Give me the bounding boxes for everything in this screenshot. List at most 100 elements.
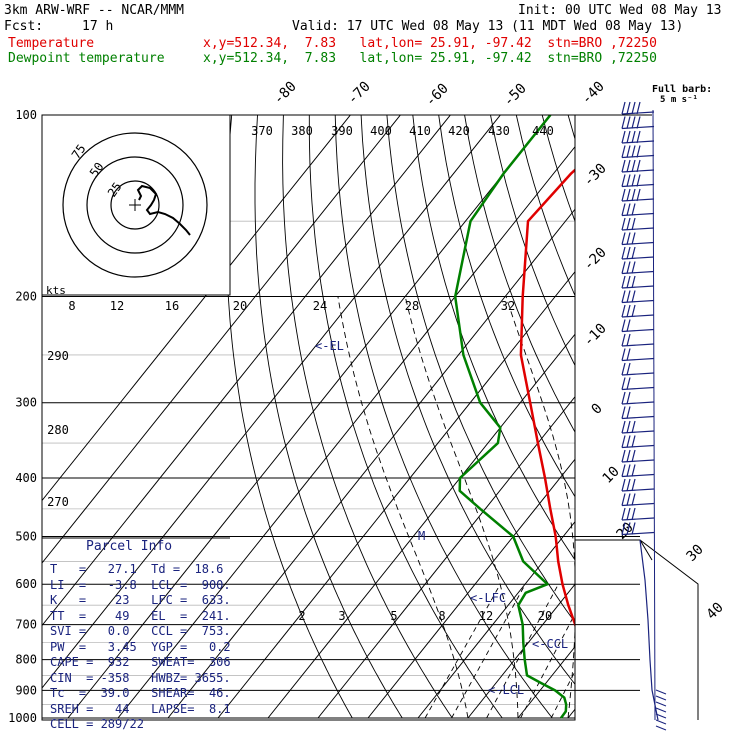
wind-barb-flag xyxy=(626,188,631,202)
hodograph-ring xyxy=(110,180,160,230)
isotherm-label: -60 xyxy=(423,81,452,110)
wind-barb-flag xyxy=(626,377,631,390)
speed-label: 24 xyxy=(313,299,327,313)
pressure-label: 800 xyxy=(15,653,37,667)
theta-label: 370 xyxy=(251,124,273,138)
hodograph-ring xyxy=(86,156,184,254)
wind-barb-flag xyxy=(631,275,636,289)
temperature-location: x,y=512.34, 7.83 lat,lon= 25.91, -97.42 … xyxy=(203,36,657,51)
wind-barb-flag xyxy=(631,116,636,129)
isotherm xyxy=(42,115,501,689)
isotherm xyxy=(718,115,740,718)
wind-barb-flag xyxy=(626,101,631,115)
wind-barb-flag xyxy=(626,478,631,492)
isotherm xyxy=(267,333,575,719)
wind-barb-low xyxy=(655,713,667,719)
isotherm-label: -50 xyxy=(501,81,530,110)
wind-barb-low xyxy=(655,725,667,731)
wind-barb-flag xyxy=(631,174,636,187)
wind-barb-flag xyxy=(631,478,636,492)
wind-barb-flag xyxy=(631,130,636,144)
wind-barb-flag xyxy=(636,188,641,202)
hodograph-ring-label: 25 xyxy=(105,180,125,200)
dry-adiabat xyxy=(308,115,503,719)
wind-barb-flag xyxy=(621,333,626,347)
isotherm-label: -70 xyxy=(345,79,374,108)
temperature-legend: Temperature xyxy=(8,36,95,51)
wind-barb-flag xyxy=(626,174,631,187)
isotherm xyxy=(668,115,740,718)
isotherm xyxy=(42,115,351,502)
wind-barb-flag xyxy=(626,203,631,216)
wind-barb-flag xyxy=(626,333,631,347)
pressure-label: 900 xyxy=(15,683,37,697)
wind-barb-flag xyxy=(631,246,636,260)
wind-barb-flag xyxy=(631,290,636,303)
mixing-ratio-line xyxy=(550,670,575,719)
parcel-info-row: Tc = 39.0 SHEAR= 46. xyxy=(50,686,231,700)
isotherm xyxy=(42,115,401,564)
wind-barb-flag xyxy=(621,159,626,173)
wind-barb-low xyxy=(655,719,667,725)
dry-adiabat xyxy=(723,115,740,718)
parcel-info-row: TT = 49 EL = 241. xyxy=(50,608,231,623)
theta-label: 380 xyxy=(291,124,313,138)
isotherm-label: 30 xyxy=(684,542,707,565)
wind-barb-flag xyxy=(631,159,636,173)
parcel-info-title: Parcel Info xyxy=(86,539,173,554)
wind-barb-flag xyxy=(621,522,626,535)
parcel-info-row: CIN = -358 HWBZ= 3655. xyxy=(50,670,231,685)
wind-barb-flag xyxy=(636,116,641,129)
barb-legend-title: Full barb: xyxy=(652,84,713,95)
wind-barb-flag xyxy=(626,232,631,245)
pressure-label: 400 xyxy=(15,471,37,485)
isotherm xyxy=(217,270,575,719)
dry-adiabat xyxy=(646,115,740,718)
speed-label: 20 xyxy=(233,299,247,313)
isotherm-label: -30 xyxy=(581,161,610,190)
theta-label: 400 xyxy=(370,124,392,138)
model-title: 3km ARW-WRF -- NCAR/MMM xyxy=(4,3,185,18)
pressure-label: 300 xyxy=(15,396,37,410)
valid-time: Valid: 17 UTC Wed 08 May 13 (11 MDT Wed … xyxy=(292,19,684,34)
wind-barb-flag xyxy=(621,101,626,115)
wind-barb-flag xyxy=(631,435,636,448)
wind-barb-flag xyxy=(631,420,636,434)
theta-label: 420 xyxy=(448,124,470,138)
dry-adiabat xyxy=(386,115,575,624)
wind-barb-flag xyxy=(626,449,631,463)
wind-barb-flag xyxy=(626,130,631,144)
wind-barb-flag xyxy=(626,435,631,448)
isotherm xyxy=(67,115,551,719)
wind-barb-flag xyxy=(626,116,631,129)
wind-barb-flag xyxy=(636,130,641,144)
pressure-label: 500 xyxy=(15,529,37,543)
mixing-ratio-label: 2 xyxy=(298,609,305,623)
moist-adiabat xyxy=(505,296,575,719)
wind-barb-flag xyxy=(626,420,631,434)
wind-barb-flag xyxy=(621,232,626,245)
wind-barb-flag xyxy=(621,203,626,216)
pressure-label: 700 xyxy=(15,618,37,632)
wind-barb-flag xyxy=(621,174,626,187)
dry-adiabat xyxy=(672,115,740,718)
wind-barb-flag xyxy=(626,217,631,231)
dry-adiabat xyxy=(515,115,575,297)
wind-barb-flag xyxy=(626,522,631,535)
speed-label: 16 xyxy=(165,299,179,313)
wind-barb-flag xyxy=(631,304,636,318)
isotherm xyxy=(417,520,575,719)
mixing-ratio-label: 5 xyxy=(390,609,397,623)
dry-adiabat xyxy=(594,115,740,718)
pressure-label: 1000 xyxy=(8,711,37,725)
isotherm xyxy=(167,208,575,719)
wind-barb-flag xyxy=(631,145,636,158)
wind-barb-low xyxy=(655,689,667,695)
wind-barb-flag xyxy=(636,174,641,187)
parcel-info-row: SVI = 0.0 CCL = 753. xyxy=(50,624,231,638)
adiabat-label: 270 xyxy=(47,495,69,509)
wind-barb-flag xyxy=(631,522,636,535)
isotherm-label: -20 xyxy=(581,245,610,274)
wind-barb-flag xyxy=(621,435,626,448)
dry-adiabat xyxy=(620,115,740,718)
